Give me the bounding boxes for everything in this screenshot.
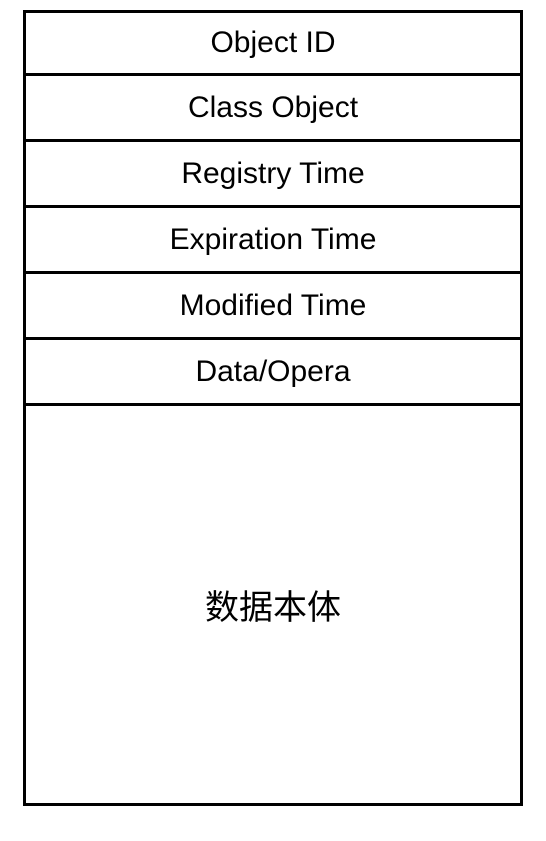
body-label: 数据本体 bbox=[205, 580, 341, 629]
header-row-expiration-time: Expiration Time bbox=[23, 208, 523, 274]
header-label: Expiration Time bbox=[170, 223, 377, 257]
header-label: Object ID bbox=[210, 26, 335, 60]
header-row-object-id: Object ID bbox=[23, 10, 523, 76]
body-row-data-entity: 数据本体 bbox=[23, 406, 523, 806]
header-row-data-opera: Data/Opera bbox=[23, 340, 523, 406]
header-label: Registry Time bbox=[181, 157, 364, 191]
header-row-modified-time: Modified Time bbox=[23, 274, 523, 340]
header-label: Modified Time bbox=[180, 289, 367, 323]
header-row-registry-time: Registry Time bbox=[23, 142, 523, 208]
header-label: Class Object bbox=[188, 91, 358, 125]
header-label: Data/Opera bbox=[195, 355, 350, 389]
object-structure-diagram: Object ID Class Object Registry Time Exp… bbox=[23, 10, 523, 806]
header-row-class-object: Class Object bbox=[23, 76, 523, 142]
